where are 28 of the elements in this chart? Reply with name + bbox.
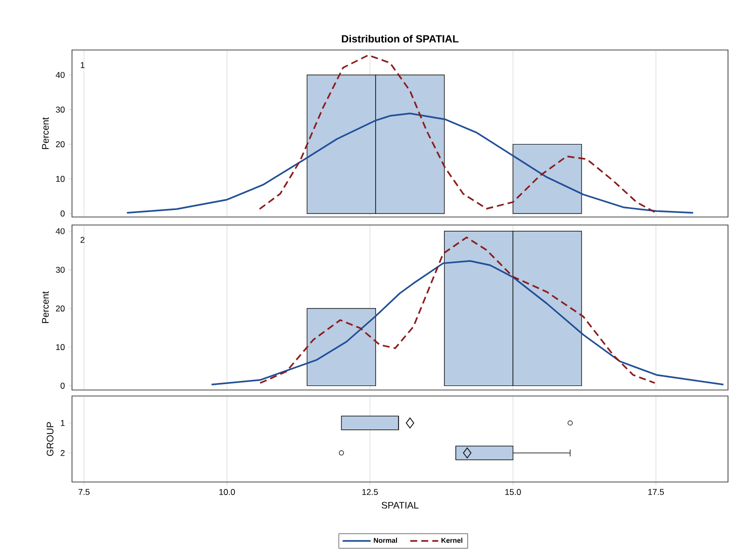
y-tick-label: 1: [60, 420, 65, 426]
x-tick-label: 15.0: [505, 489, 521, 496]
y-axis-title: GROUP: [46, 422, 54, 456]
y-tick-label: 40: [56, 228, 65, 234]
y-tick-label: 30: [56, 106, 65, 113]
y-tick-label: 10: [56, 344, 65, 350]
line-series: [126, 112, 694, 214]
y-tick-label: 0: [60, 210, 65, 217]
y-axis-title: Percent: [42, 291, 49, 324]
y-tick-label: 0: [60, 382, 65, 389]
y-axis-title: Percent: [42, 117, 49, 150]
y-tick-label: 2: [60, 450, 65, 456]
x-tick-label: 12.5: [362, 489, 378, 496]
annotation: 2: [80, 236, 84, 243]
x-tick-label: 7.5: [78, 489, 90, 495]
chart-title: Distribution of SPATIAL: [342, 34, 458, 43]
x-tick-label: 17.5: [648, 489, 664, 495]
y-tick-label: 10: [56, 176, 65, 182]
line-series: [259, 236, 656, 384]
annotation: 1: [80, 62, 84, 68]
y-tick-label: 30: [56, 266, 65, 273]
y-tick-label: 20: [56, 141, 65, 148]
line-series: [258, 54, 656, 213]
line-series: [210, 260, 724, 386]
x-axis-title: SPATIAL: [382, 502, 418, 509]
y-tick-label: 40: [56, 72, 65, 78]
x-tick-label: 10.0: [219, 489, 235, 496]
y-tick-label: 20: [56, 305, 65, 312]
